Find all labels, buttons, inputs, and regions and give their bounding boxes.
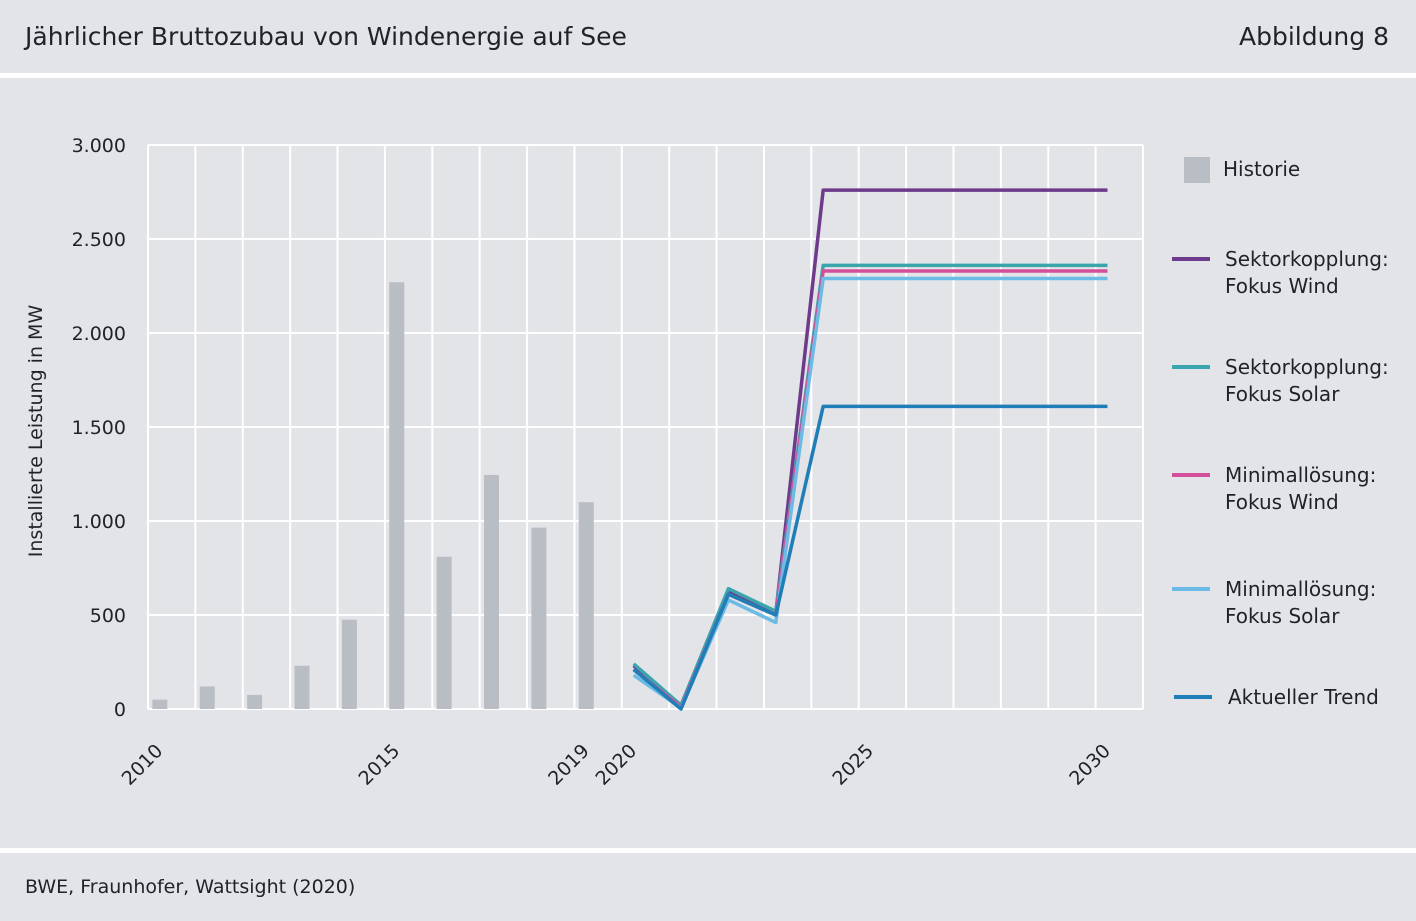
legend-label-sektorkopplung-fokus-solar: Sektorkopplung: Fokus Solar bbox=[1225, 355, 1389, 406]
legend-label-minimalloesung-fokus-wind: Minimallösung: Fokus Wind bbox=[1225, 463, 1376, 514]
chart-title: Jährlicher Bruttozubau von Windenergie a… bbox=[25, 22, 627, 51]
legend-label-historie: Historie bbox=[1223, 157, 1300, 181]
y-tick-label: 1.000 bbox=[72, 511, 126, 533]
x-tick-label: 2020 bbox=[591, 740, 641, 790]
legend-label-line: Sektorkopplung: bbox=[1225, 247, 1389, 271]
footer-divider bbox=[0, 848, 1416, 853]
bar-historie-2015 bbox=[389, 282, 405, 709]
bar-historie-2016 bbox=[436, 556, 452, 709]
legend-label-aktueller-trend: Aktueller Trend bbox=[1228, 685, 1379, 709]
y-tick-label: 2.000 bbox=[72, 323, 126, 345]
legend-label-line: Minimallösung: bbox=[1225, 577, 1376, 601]
x-tick-label: 2025 bbox=[828, 740, 878, 790]
bar-historie-2017 bbox=[484, 474, 500, 709]
history-bars bbox=[152, 282, 594, 709]
legend-label-line: Fokus Solar bbox=[1225, 604, 1340, 628]
bar-historie-2014 bbox=[341, 619, 357, 709]
legend-label-line: Fokus Wind bbox=[1225, 274, 1339, 298]
legend-label-line: Fokus Wind bbox=[1225, 490, 1339, 514]
y-axis-ticks: 0 500 1.000 1.500 2.000 2.500 3.000 bbox=[72, 135, 126, 721]
y-tick-label: 0 bbox=[114, 699, 126, 721]
bar-historie-2013 bbox=[294, 665, 310, 709]
y-tick-label: 2.500 bbox=[72, 229, 126, 251]
y-tick-label: 500 bbox=[90, 605, 126, 627]
legend-label-line: Sektorkopplung: bbox=[1225, 355, 1389, 379]
source-note: BWE, Fraunhofer, Wattsight (2020) bbox=[25, 876, 356, 898]
bar-historie-2010 bbox=[152, 699, 168, 709]
x-tick-label: 2010 bbox=[118, 740, 168, 790]
legend-label-sektorkopplung-fokus-wind: Sektorkopplung: Fokus Wind bbox=[1225, 247, 1389, 298]
scenario-lines bbox=[632, 188, 1108, 711]
bar-historie-2018 bbox=[531, 527, 547, 709]
series-line-aktueller-trend bbox=[632, 404, 1108, 711]
chart-grid bbox=[147, 144, 1144, 710]
y-tick-label: 1.500 bbox=[72, 417, 126, 439]
bar-historie-2012 bbox=[247, 694, 263, 709]
series-line-sektorkopplung-fokus-wind bbox=[632, 188, 1108, 707]
x-tick-label: 2030 bbox=[1065, 740, 1115, 790]
figure-number: Abbildung 8 bbox=[1238, 22, 1389, 51]
figure-header: Jährlicher Bruttozubau von Windenergie a… bbox=[0, 0, 1416, 74]
legend-label-line: Minimallösung: bbox=[1225, 463, 1376, 487]
y-tick-label: 3.000 bbox=[72, 135, 126, 157]
x-tick-label: 2015 bbox=[355, 740, 405, 790]
x-tick-label: 2019 bbox=[544, 740, 594, 790]
y-axis-label: Installierte Leistung in MW bbox=[25, 305, 47, 558]
bar-historie-2011 bbox=[199, 686, 215, 709]
series-line-minimalloesung-fokus-wind bbox=[632, 269, 1108, 709]
legend-swatch-historie bbox=[1184, 157, 1210, 183]
series-line-sektorkopplung-fokus-solar bbox=[632, 263, 1108, 707]
legend-label-line: Fokus Solar bbox=[1225, 382, 1340, 406]
header-divider bbox=[0, 73, 1416, 78]
legend-label-line: Aktueller Trend bbox=[1228, 685, 1379, 709]
legend-label-minimalloesung-fokus-solar: Minimallösung: Fokus Solar bbox=[1225, 577, 1376, 628]
bar-historie-2019 bbox=[578, 502, 594, 709]
